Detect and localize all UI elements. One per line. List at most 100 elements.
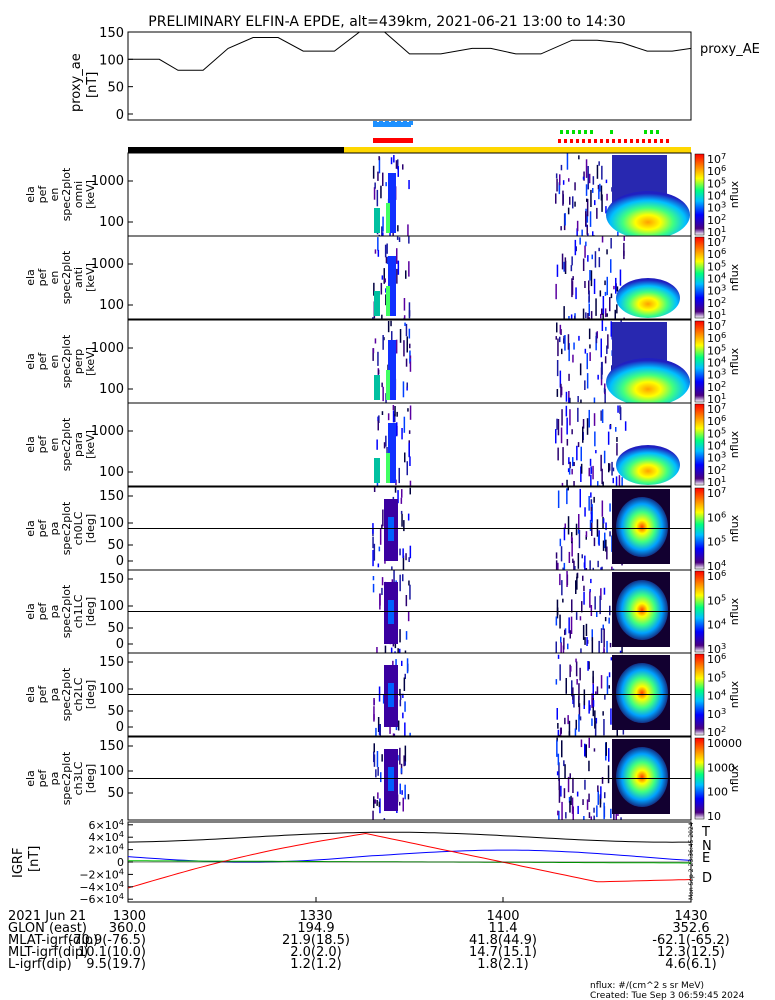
flux-pixel: [563, 760, 565, 767]
flux-pixel: [566, 439, 569, 446]
flux-pixel: [594, 200, 596, 206]
flux-pixel: [590, 189, 592, 207]
flux-pixel: [587, 661, 589, 671]
pitch-angle-spectrogram-7: 150 100 500 ela pef pa spec2plot ch2LC [deg] 106 1…: [24, 651, 741, 739]
flux-pixel: [404, 322, 406, 326]
flux-pixel: [406, 382, 408, 388]
flux-pixel: [591, 254, 593, 260]
green-dash: [578, 130, 581, 134]
flux-pixel: [596, 611, 598, 617]
flux-pixel: [578, 514, 580, 532]
flux-pixel: [597, 785, 599, 792]
colorbar-tick-label: 103: [707, 641, 726, 656]
panel-label-line: pef: [36, 435, 49, 454]
flux-pixel: [558, 734, 560, 736]
colorbar-tick-label: 105: [707, 425, 726, 440]
flux-pixel: [562, 567, 564, 570]
flux-pixel: [606, 345, 608, 354]
flux-pixel: [612, 467, 615, 472]
flux-pixel: [563, 338, 565, 344]
flux-column: [386, 203, 390, 233]
flux-pixel: [557, 729, 560, 736]
colorbar-tick-label: 105: [707, 669, 726, 684]
flux-pixel: [585, 568, 588, 570]
flux-pixel: [392, 410, 395, 423]
flux-pixel: [408, 310, 411, 317]
flux-pixel: [589, 519, 592, 531]
flux-pixel: [372, 348, 374, 361]
flux-pixel: [594, 710, 596, 729]
flux-pixel: [395, 339, 398, 354]
panel-label-line: en: [48, 355, 61, 369]
flux-pixel: [587, 313, 589, 319]
red-dash: [642, 139, 645, 143]
panel-label-line: ela: [24, 770, 37, 787]
flux-pixel: [387, 321, 390, 333]
flux-pixel: [400, 510, 403, 515]
flux-pixel: [591, 629, 593, 641]
flux-pixel: [374, 182, 376, 189]
flux-pixel: [399, 574, 401, 592]
flux-pixel: [593, 397, 596, 403]
flux-pixel: [381, 577, 384, 586]
colorbar-label: nflux: [728, 680, 741, 708]
flux-pixel: [404, 722, 406, 736]
panel-label-line: ch3LC: [72, 761, 85, 795]
flux-pixel: [590, 474, 592, 486]
flux-pixel: [560, 642, 562, 653]
blue-dash: [397, 121, 401, 125]
panel-label-line: pa: [48, 605, 61, 619]
panel-label-line: spec2plot: [60, 250, 73, 304]
colorbar-tick-label: 105: [707, 175, 726, 190]
flux-pixel: [588, 496, 590, 511]
panel-label-line: spec2plot: [60, 334, 73, 388]
flux-pixel: [567, 468, 570, 473]
flux-pixel: [405, 270, 407, 279]
flux-pixel: [397, 166, 399, 177]
panel-label-line: spec2plot: [60, 751, 73, 805]
flux-pixel: [374, 249, 377, 254]
flux-pixel: [562, 180, 565, 185]
igrf-legend-t: T: [701, 825, 710, 840]
flux-pixel: [585, 744, 587, 758]
igrf-legend-d: D: [702, 871, 712, 886]
flux-blob: [616, 580, 668, 640]
flux-pixel: [557, 810, 559, 816]
flux-pixel: [399, 747, 401, 765]
flux-pixel: [380, 282, 383, 295]
flux-pixel: [606, 313, 608, 317]
flux-pixel: [397, 490, 399, 504]
spectrogram-data: [372, 320, 690, 403]
ytick-label: 1000: [91, 257, 124, 272]
colorbar-tick-label: 104: [707, 355, 726, 370]
flux-pixel: [588, 317, 590, 319]
flux-pixel: [585, 184, 588, 196]
ytick-label: 0: [116, 108, 124, 123]
flux-pixel: [570, 616, 573, 634]
flux-pixel: [579, 616, 582, 621]
colorbar-tick-label: 103: [707, 283, 726, 298]
flux-column: [386, 453, 390, 483]
flux-pixel: [564, 629, 566, 636]
flux-pixel: [399, 783, 401, 795]
flux-pixel: [555, 616, 558, 626]
colorbar-label: nflux: [728, 597, 741, 625]
flux-pixel: [408, 236, 410, 244]
flux-pixel: [555, 560, 558, 570]
colorbar-tick-label: 107: [707, 318, 726, 333]
flux-pixel: [389, 721, 391, 734]
flux-pixel: [595, 298, 597, 316]
flux-pixel: [408, 261, 410, 277]
flux-pixel: [402, 712, 404, 719]
flux-pixel: [409, 355, 412, 372]
red-dash: [660, 139, 663, 143]
flux-pixel: [402, 381, 405, 398]
flux-pixel: [401, 790, 403, 795]
flux-pixel: [604, 617, 607, 622]
flux-pixel: [603, 628, 605, 647]
ephemeris-value: 11.4: [489, 921, 518, 936]
flux-pixel: [558, 762, 560, 781]
flux-pixel: [594, 596, 596, 610]
panel-label-line: ch1LC: [72, 594, 85, 628]
flux-pixel: [580, 446, 582, 462]
